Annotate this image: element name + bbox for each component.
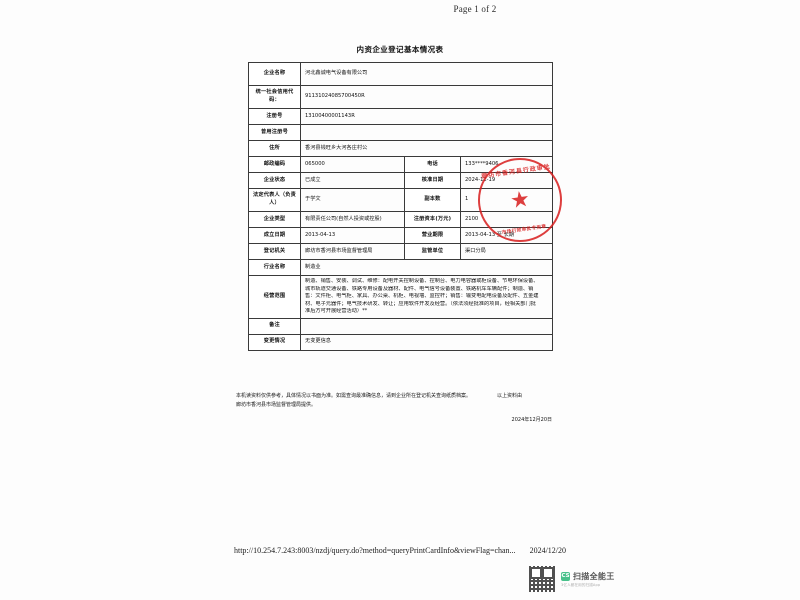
camscanner-text-block: CS 扫描全能王 3亿人都在用的扫描App [561,571,615,588]
business-scope-value: 制造、销售、安装、调试、维修：配电开关控制设备、控制台、电力电容器或柜设备、节电… [300,275,553,319]
table-row: 住所 香河县钱旺乡大河各庄村公 [248,140,553,157]
field-label: 住所 [248,140,301,157]
note-line-1-main: 本机读资料仅供参考，具体情况以书面为准。如需查询最准确信息，请到企业所在登记机关… [236,393,472,399]
field-value: 2100 [460,211,553,228]
field-value: 香河县钱旺乡大河各庄村公 [300,140,553,157]
table-row-business-scope: 经营范围 制造、销售、安装、调试、维修：配电开关控制设备、控制台、电力电容器或柜设… [248,275,553,319]
field-label: 注册号 [248,108,301,125]
field-label: 副本数 [404,188,461,212]
field-label: 监管单位 [404,243,461,260]
camscanner-logo-icon: CS [561,571,570,581]
document-title: 内资企业登记基本情况表 [356,45,444,54]
business-scope-line: 材、电子元器件；电气技术研发、转让；应用软件开发及经营。（依法须经批准的项目，经… [305,300,536,307]
table-row: 企业名称 河北鑫诚电气设备有限公司 [248,62,553,86]
field-label: 变更情况 [248,333,301,351]
footer-print-date: 2024/12/20 [529,546,567,555]
table-row: 企业类型 有限责任公司(自然人投资或控股) 注册资本(万元) 2100 [248,211,553,228]
registration-seal-secondary-clip: 香河县行政 ★ 专用章 [505,305,600,397]
table-row: 邮政编码 065000 电话 133****9406 [248,156,553,173]
field-label: 经营范围 [248,275,301,319]
table-row: 曾用注册号 [248,124,553,141]
field-value: 2013-04-13 [300,227,405,244]
field-label: 注册资本(万元) [404,211,461,228]
field-label: 法定代表人（负责人） [248,188,301,212]
camscanner-watermark: CS 扫描全能王 3亿人都在用的扫描App [529,566,615,592]
field-label: 核准日期 [404,172,461,189]
table-row: 登记机关 廊坊市香河县市场监督管理局 监管单位 渠口分局 [248,243,553,260]
field-value: 2013-04-13 至 长期 [460,227,553,244]
field-label: 电话 [404,156,461,173]
field-label: 登记机关 [248,243,301,260]
business-scope-line: 城市轨道交通设备、铁路专用设备及器材、配件、电气信号设备装置、铁路机车车辆配件；… [305,285,534,292]
field-value: 河北鑫诚电气设备有限公司 [300,62,553,86]
note-line-1: 本机读资料仅供参考，具体情况以书面为准。如需查询最准确信息，请到企业所在登记机关… [236,392,566,401]
table-row-change: 变更情况 无变更信息 [248,333,553,351]
field-label: 统一社会信用代码： [248,85,301,109]
field-label: 邮政编码 [248,156,301,173]
field-value: 已成立 [300,172,405,189]
field-value: 1 [460,188,553,212]
field-label: 行业名称 [248,259,301,276]
field-value [300,124,553,141]
field-value: 2024-12-19 [460,172,553,189]
table-row: 企业状态 已成立 核准日期 2024-12-19 [248,172,553,189]
field-label: 成立日期 [248,227,301,244]
field-value: 065000 [300,156,405,173]
page-number-label: Page 1 of 2 [453,4,497,14]
camscanner-subtitle: 3亿人都在用的扫描App [561,582,601,587]
qr-code-icon [529,566,555,592]
note-line-2: 廊坊市香河县市场监督管理局提供。 [236,402,317,409]
business-scope-line: 售：文件柜、电气柜、家具、办公桌、机柜、电视墙、监控杆；销售：输变电配电设备及配… [305,293,539,300]
page-header: Page 1 of 2 [0,4,800,14]
field-value: 有限责任公司(自然人投资或控股) [300,211,405,228]
business-scope-line: 制造、销售、安装、调试、维修：配电开关控制设备、控制台、电力电容器或柜设备、节电… [305,278,539,284]
field-value: 于学文 [300,188,405,212]
camscanner-title-row: CS 扫描全能王 [561,571,615,582]
field-label: 备注 [248,317,301,335]
camscanner-app-name: 扫描全能王 [573,571,615,581]
disclaimer-note: 本机读资料仅供参考，具体情况以书面为准。如需查询最准确信息，请到企业所在登记机关… [236,392,566,425]
field-value: 91131024085700450R [300,85,553,109]
footer-url-text: http://10.254.7.243:8003/nzdj/query.do?m… [233,546,516,555]
note-line-1-tail: 以上资料由 [497,393,523,399]
field-label: 企业状态 [248,172,301,189]
footer-url-bar: http://10.254.7.243:8003/nzdj/query.do?m… [0,546,800,555]
field-value: 渠口分局 [460,243,553,260]
table-row: 行业名称 制造业 [248,259,553,276]
business-scope-line: 准后方可开展经营活动）** [305,308,368,315]
field-value: 制造业 [300,259,553,276]
registration-info-table: 企业名称 河北鑫诚电气设备有限公司 统一社会信用代码： 911310240857004… [248,62,553,351]
table-row: 法定代表人（负责人） 于学文 副本数 1 [248,188,553,212]
field-label: 企业类型 [248,211,301,228]
table-row: 注册号 13100400001143R [248,108,553,125]
table-row: 成立日期 2013-04-13 营业期限 2013-04-13 至 长期 [248,227,553,244]
field-label: 曾用注册号 [248,124,301,141]
field-label: 营业期限 [404,227,461,244]
field-value: 廊坊市香河县市场监督管理局 [300,243,405,260]
field-value: 无变更信息 [300,333,553,351]
table-row: 统一社会信用代码： 91131024085700450R [248,85,553,109]
note-issue-date: 2024年12月20日 [511,416,552,423]
field-value: 133****9406 [460,156,553,173]
field-label: 企业名称 [248,62,301,86]
field-value: 13100400001143R [300,108,553,125]
